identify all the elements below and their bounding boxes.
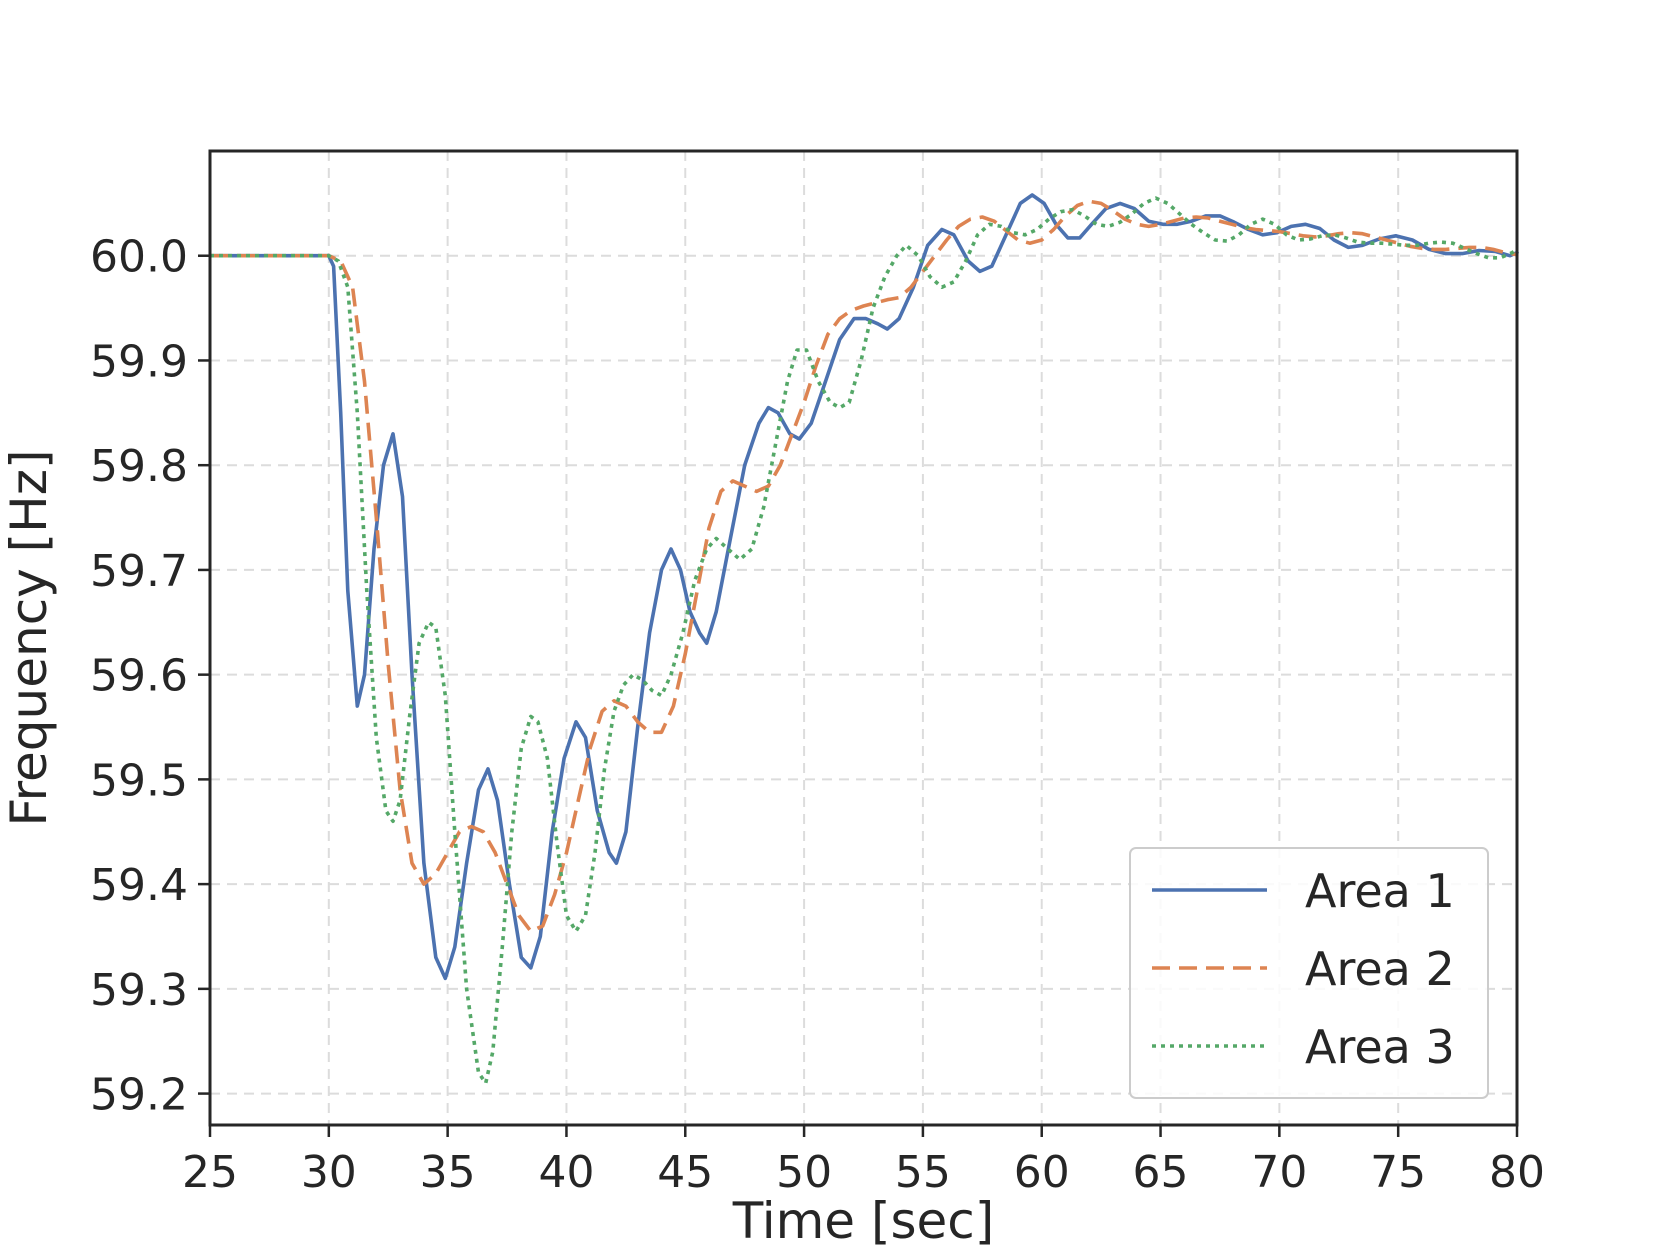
x-tick-label: 40: [538, 1147, 594, 1198]
plot-lines: [208, 193, 1519, 1085]
x-tick-label: 25: [182, 1147, 238, 1198]
x-tick-label: 65: [1133, 1147, 1189, 1198]
x-tick-label: 50: [776, 1147, 832, 1198]
legend-label-area-3: Area 3: [1305, 1020, 1455, 1074]
y-tick-label: 59.3: [90, 965, 188, 1016]
x-tick-label: 80: [1489, 1147, 1545, 1198]
y-tick-label: 59.8: [90, 441, 188, 492]
x-tick-label: 70: [1251, 1147, 1307, 1198]
y-tick-label: 59.6: [90, 651, 188, 702]
plot-frame: [208, 149, 1519, 1127]
y-tick-label: 59.9: [90, 336, 188, 387]
x-tick-label: 30: [301, 1147, 357, 1198]
x-tick-label: 60: [1014, 1147, 1070, 1198]
x-axis-label: Time [sec]: [732, 1192, 995, 1250]
y-tick-label: 59.2: [90, 1070, 188, 1121]
grid: [209, 151, 1518, 1125]
series-line-area-2: [210, 199, 1518, 934]
y-tick-label: 60.0: [90, 232, 188, 283]
x-tick-label: 55: [895, 1147, 951, 1198]
legend-label-area-2: Area 2: [1305, 942, 1455, 996]
y-axis-label: Frequency [Hz]: [0, 449, 58, 826]
y-tick-label: 59.5: [90, 755, 188, 806]
x-tick-label: 75: [1370, 1147, 1426, 1198]
legend: Area 1 Area 2 Area 3: [1129, 847, 1489, 1099]
y-tick-label: 59.4: [90, 860, 188, 911]
legend-label-area-1: Area 1: [1305, 864, 1455, 918]
x-tick-label: 45: [657, 1147, 713, 1198]
x-tick-label: 35: [420, 1147, 476, 1198]
y-tick-label: 59.7: [90, 546, 188, 597]
legend-box: [1129, 847, 1489, 1099]
axis-ticks: 25 30 35 40 45 50 55 60 65 70 75 80 59.2 59.3 59.4 59.5…: [90, 232, 1545, 1198]
